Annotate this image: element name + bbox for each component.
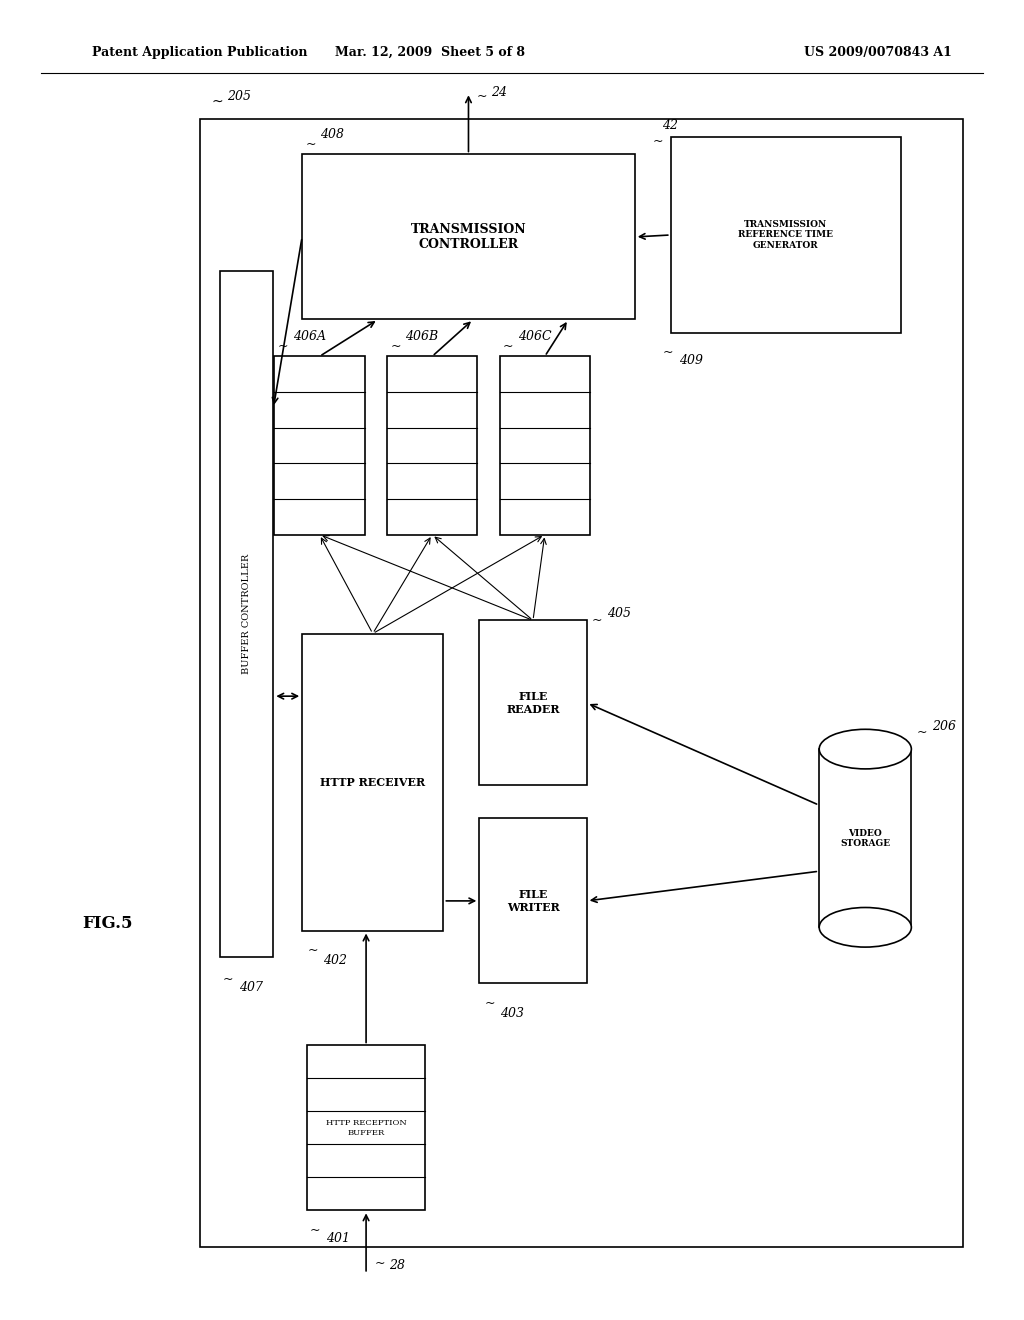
Text: 402: 402 bbox=[323, 954, 346, 968]
Bar bbox=[500, 356, 590, 535]
Text: ~: ~ bbox=[390, 339, 400, 352]
Text: Mar. 12, 2009  Sheet 5 of 8: Mar. 12, 2009 Sheet 5 of 8 bbox=[335, 46, 525, 59]
Text: 407: 407 bbox=[239, 981, 262, 994]
Bar bbox=[307, 1045, 425, 1210]
Text: ~: ~ bbox=[484, 997, 495, 1010]
Text: HTTP RECEIVER: HTTP RECEIVER bbox=[321, 776, 425, 788]
Text: BUFFER CONTROLLER: BUFFER CONTROLLER bbox=[243, 553, 251, 675]
Text: FIG.5: FIG.5 bbox=[82, 916, 132, 932]
Ellipse shape bbox=[819, 908, 911, 948]
Text: 406B: 406B bbox=[406, 330, 438, 343]
Text: TRANSMISSION
CONTROLLER: TRANSMISSION CONTROLLER bbox=[411, 223, 526, 251]
Text: 205: 205 bbox=[227, 90, 251, 103]
Text: ~: ~ bbox=[222, 973, 232, 986]
Ellipse shape bbox=[819, 729, 911, 768]
Text: 206: 206 bbox=[932, 721, 955, 734]
Text: US 2009/0070843 A1: US 2009/0070843 A1 bbox=[805, 46, 952, 59]
Text: 403: 403 bbox=[500, 1007, 523, 1020]
Text: 24: 24 bbox=[492, 86, 507, 99]
Text: ~: ~ bbox=[212, 94, 223, 108]
Bar bbox=[220, 271, 273, 957]
Text: ~: ~ bbox=[916, 726, 927, 739]
Text: 406A: 406A bbox=[293, 330, 326, 343]
Text: 409: 409 bbox=[679, 354, 702, 367]
Text: 42: 42 bbox=[663, 119, 679, 132]
Bar bbox=[479, 818, 587, 983]
Text: ~: ~ bbox=[652, 135, 663, 148]
Text: ~: ~ bbox=[592, 614, 602, 627]
Text: ~: ~ bbox=[503, 339, 513, 352]
Text: ~: ~ bbox=[307, 944, 317, 957]
Bar bbox=[671, 137, 901, 333]
Bar bbox=[200, 119, 963, 1247]
Text: TRANSMISSION
REFERENCE TIME
GENERATOR: TRANSMISSION REFERENCE TIME GENERATOR bbox=[738, 220, 834, 249]
Text: HTTP RECEPTION
BUFFER: HTTP RECEPTION BUFFER bbox=[326, 1119, 407, 1137]
Bar bbox=[479, 620, 587, 785]
Text: ~: ~ bbox=[278, 339, 288, 352]
Text: VIDEO
STORAGE: VIDEO STORAGE bbox=[841, 829, 890, 847]
Text: 28: 28 bbox=[389, 1259, 404, 1272]
Text: 408: 408 bbox=[321, 128, 344, 141]
Bar bbox=[302, 154, 635, 319]
Text: ~: ~ bbox=[663, 346, 673, 359]
Text: ~: ~ bbox=[375, 1257, 385, 1270]
Bar bbox=[302, 634, 443, 931]
Text: ~: ~ bbox=[305, 137, 315, 150]
Text: ~: ~ bbox=[477, 90, 487, 103]
Text: 405: 405 bbox=[607, 607, 631, 620]
Text: FILE
READER: FILE READER bbox=[506, 690, 560, 715]
Text: ~: ~ bbox=[309, 1224, 319, 1237]
Bar bbox=[274, 356, 365, 535]
Text: FILE
WRITER: FILE WRITER bbox=[507, 888, 559, 913]
Bar bbox=[819, 750, 911, 927]
Text: 406C: 406C bbox=[518, 330, 552, 343]
Bar bbox=[387, 356, 477, 535]
Text: Patent Application Publication: Patent Application Publication bbox=[92, 46, 307, 59]
Text: 401: 401 bbox=[326, 1232, 349, 1245]
